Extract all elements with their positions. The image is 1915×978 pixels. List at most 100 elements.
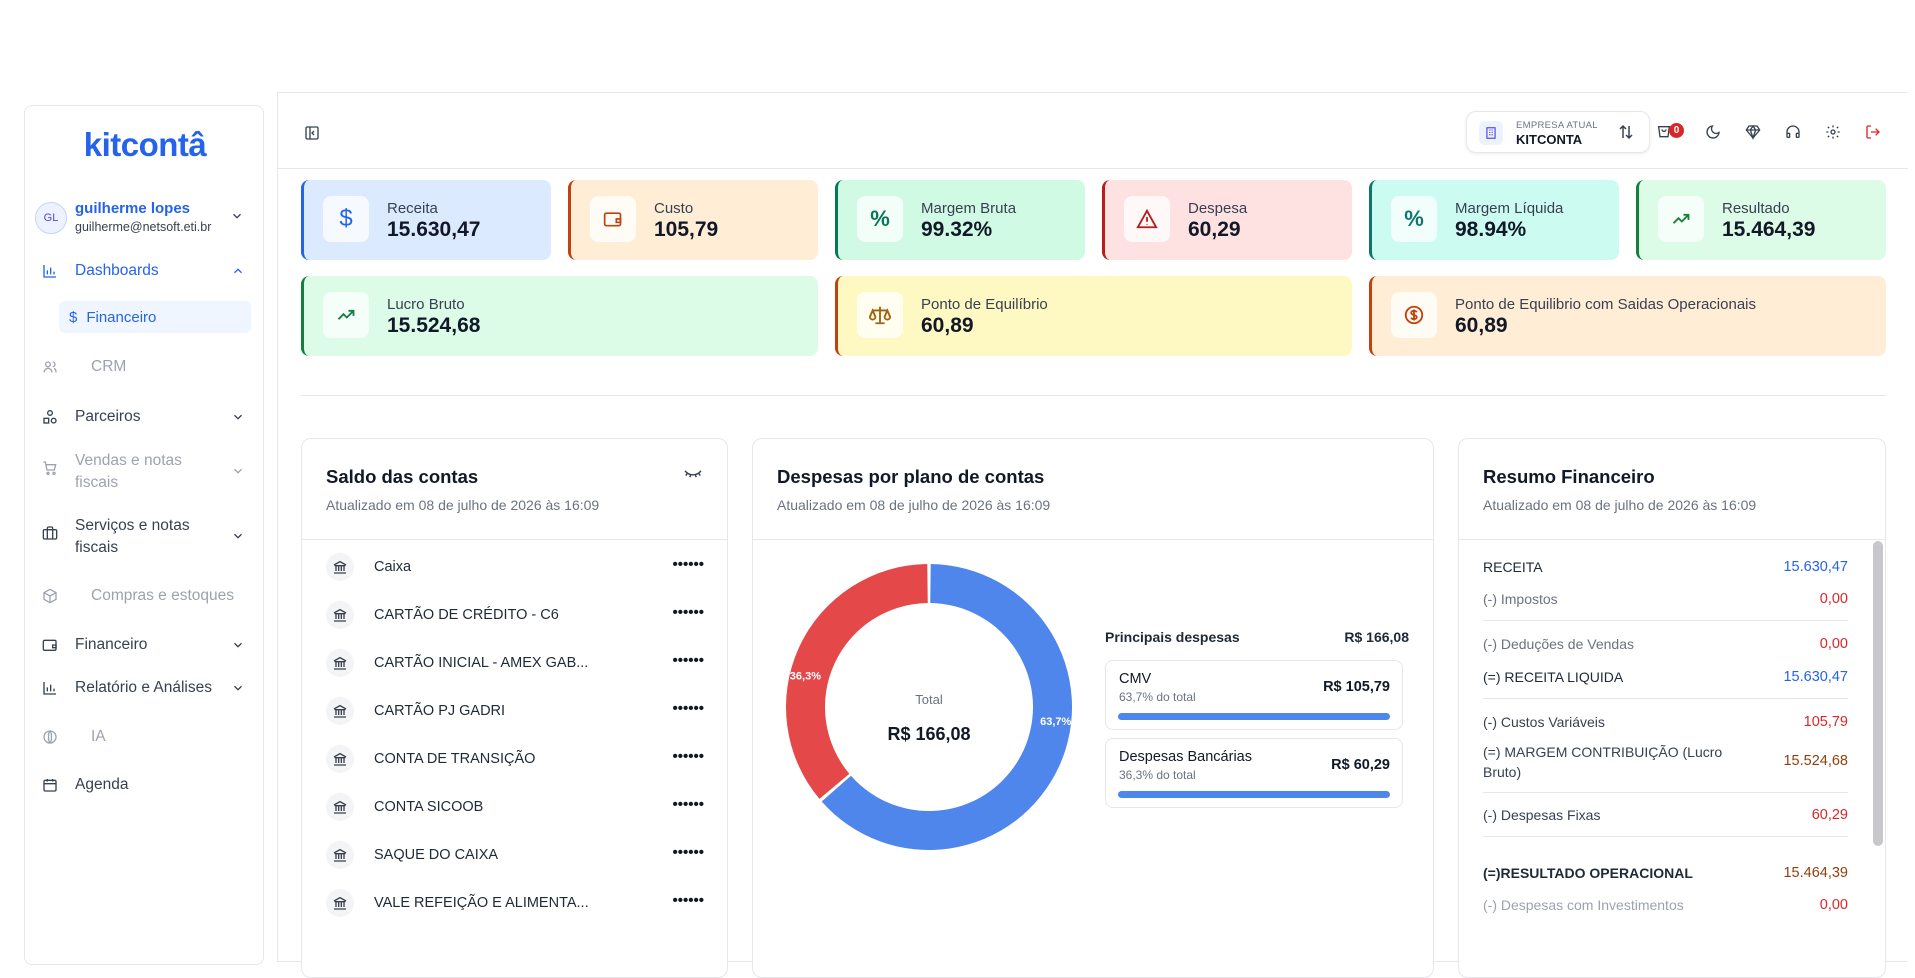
nav-relatorios[interactable]: Relatório e Análises xyxy=(39,673,251,703)
account-row[interactable]: CARTÃO DE CRÉDITO - C6 •••••• xyxy=(326,599,704,631)
bank-icon xyxy=(326,601,354,629)
kpi-custo: Custo 105,79 xyxy=(568,180,818,260)
kpi-receita: $ Receita 15.630,47 xyxy=(301,180,551,260)
divider xyxy=(1483,698,1848,699)
panel-title: Saldo das contas xyxy=(326,466,479,487)
users-icon xyxy=(41,358,59,376)
chevron-down-icon xyxy=(231,464,245,478)
expense-value: R$ 60,29 xyxy=(1331,757,1390,773)
diamond-icon[interactable] xyxy=(1743,122,1763,142)
hidden-balance: •••••• xyxy=(672,556,704,573)
hidden-balance: •••••• xyxy=(672,652,704,669)
kpi-label: Receita xyxy=(387,200,438,217)
kpi-value: 60,29 xyxy=(1188,218,1241,241)
nav-ia[interactable]: IA xyxy=(39,722,251,752)
hidden-balance: •••••• xyxy=(672,748,704,765)
account-row[interactable]: CARTÃO INICIAL - AMEX GAB... •••••• xyxy=(326,647,704,679)
logo: kitcontâ xyxy=(83,126,207,163)
bank-icon xyxy=(326,745,354,773)
nav-servicos[interactable]: Serviços e notas fiscais xyxy=(39,515,251,561)
panel-divider xyxy=(1459,539,1885,540)
expense-bar xyxy=(1118,791,1390,798)
dollar-icon: $ xyxy=(69,308,78,326)
sidebar: kitcontâ GL guilherme lopes guilherme@ne… xyxy=(24,105,264,965)
bank-icon xyxy=(326,841,354,869)
account-name: Caixa xyxy=(374,559,412,575)
headset-icon[interactable] xyxy=(1783,122,1803,142)
fin-label: (-) Custos Variáveis xyxy=(1483,714,1605,730)
account-row[interactable]: VALE REFEIÇÃO E ALIMENTA... •••••• xyxy=(326,887,704,919)
expense-name: Despesas Bancárias xyxy=(1119,749,1252,765)
divider xyxy=(1483,792,1848,793)
nav-parceiros[interactable]: Parceiros xyxy=(39,402,251,432)
nav-financeiro-dashboard[interactable]: $ Financeiro xyxy=(59,301,251,333)
donut-slice-cmv[interactable] xyxy=(821,564,1072,850)
nav-label: Relatório e Análises xyxy=(75,679,212,696)
nav-label: Vendas e notas fiscais xyxy=(75,452,182,491)
kpi-value: 15.630,47 xyxy=(387,218,481,241)
kpi-ponto-equilibrio-saidas: Ponto de Equilibrio com Saidas Operacion… xyxy=(1369,276,1886,356)
company-label: EMPRESA ATUAL xyxy=(1516,120,1598,131)
nav-dashboards[interactable]: Dashboards xyxy=(39,256,251,286)
eye-closed-icon[interactable] xyxy=(683,466,703,482)
fin-label: (-) Despesas Fixas xyxy=(1483,807,1601,823)
kpi-value: 98.94% xyxy=(1455,218,1527,241)
kpi-lucro-bruto: Lucro Bruto 15.524,68 xyxy=(301,276,818,356)
nav-vendas[interactable]: Vendas e notas fiscais xyxy=(39,450,251,496)
account-row[interactable]: CONTA DE TRANSIÇÃO •••••• xyxy=(326,743,704,775)
hidden-balance: •••••• xyxy=(672,796,704,813)
cart-icon[interactable] xyxy=(1654,122,1674,142)
kpi-label: Margem Líquida xyxy=(1455,200,1564,217)
kpi-value: 60,89 xyxy=(1455,314,1508,337)
divider xyxy=(1483,836,1848,837)
kpi-margem-bruta: % Margem Bruta 99.32% xyxy=(835,180,1085,260)
expense-percent: 63,7% do total xyxy=(1119,690,1196,704)
panel-resumo: Resumo Financeiro Atualizado em 08 de ju… xyxy=(1458,438,1886,978)
kpi-ponto-equilibrio: Ponto de Equilíbrio 60,89 xyxy=(835,276,1352,356)
fin-label: (=) MARGEM CONTRIBUIÇÃO (Lucro Bruto) xyxy=(1483,744,1723,780)
account-row[interactable]: CARTÃO PJ GADRI •••••• xyxy=(326,695,704,727)
gear-icon[interactable] xyxy=(1823,122,1843,142)
nav-label: Compras e estoques xyxy=(91,587,235,604)
hidden-balance: •••••• xyxy=(672,700,704,717)
donut-slice-despesas-banc-rias[interactable] xyxy=(786,564,928,799)
moon-icon[interactable] xyxy=(1703,122,1723,142)
sidebar-toggle-icon[interactable] xyxy=(302,123,322,143)
expense-item[interactable]: CMV 63,7% do total R$ 105,79 xyxy=(1105,660,1403,730)
kpi-label: Custo xyxy=(654,200,694,217)
scrollbar[interactable] xyxy=(1873,541,1883,846)
fin-label: (-) Deduções de Vendas xyxy=(1483,636,1634,652)
panel-despesas: Despesas por plano de contas Atualizado … xyxy=(752,438,1434,978)
kpi-label: Ponto de Equilíbrio xyxy=(921,296,1048,313)
kpi-resultado: Resultado 15.464,39 xyxy=(1636,180,1886,260)
kpi-value: 60,89 xyxy=(921,314,974,337)
fin-value: 15.630,47 xyxy=(1783,559,1848,575)
kpi-label: Despesa xyxy=(1188,200,1248,217)
nav-crm[interactable]: CRM xyxy=(39,352,251,382)
account-row[interactable]: SAQUE DO CAIXA •••••• xyxy=(326,839,704,871)
main-content: EMPRESA ATUAL KITCONTA 0 $ Receita 15.63… xyxy=(277,92,1908,978)
divider xyxy=(301,395,1886,396)
trending-up-icon xyxy=(1658,196,1704,242)
package-icon xyxy=(41,587,59,605)
account-row[interactable]: Caixa •••••• xyxy=(326,551,704,583)
expense-item[interactable]: Despesas Bancárias 36,3% do total R$ 60,… xyxy=(1105,738,1403,808)
donut-total-value: R$ 166,08 xyxy=(887,724,971,744)
account-row[interactable]: CONTA SICOOB •••••• xyxy=(326,791,704,823)
logout-icon[interactable] xyxy=(1863,122,1883,142)
nav-agenda[interactable]: Agenda xyxy=(39,770,251,800)
building-icon xyxy=(1479,121,1503,145)
account-name: CONTA DE TRANSIÇÃO xyxy=(374,751,536,767)
user-email: guilherme@netsoft.eti.br xyxy=(75,220,212,234)
user-menu[interactable]: GL guilherme lopes guilherme@netsoft.eti… xyxy=(35,199,255,239)
kpi-value: 99.32% xyxy=(921,218,993,241)
divider xyxy=(1483,620,1848,621)
panel-subtitle: Atualizado em 08 de julho de 2026 às 16:… xyxy=(1483,497,1757,513)
nav-compras[interactable]: Compras e estoques xyxy=(39,581,251,611)
calendar-icon xyxy=(41,776,59,794)
donut-data-label: 63,7% xyxy=(1040,716,1071,728)
nav-financeiro[interactable]: Financeiro xyxy=(39,630,251,660)
account-name: CARTÃO PJ GADRI xyxy=(374,703,506,719)
company-switcher[interactable]: EMPRESA ATUAL KITCONTA xyxy=(1466,111,1650,153)
panel-title: Despesas por plano de contas xyxy=(777,466,1045,487)
